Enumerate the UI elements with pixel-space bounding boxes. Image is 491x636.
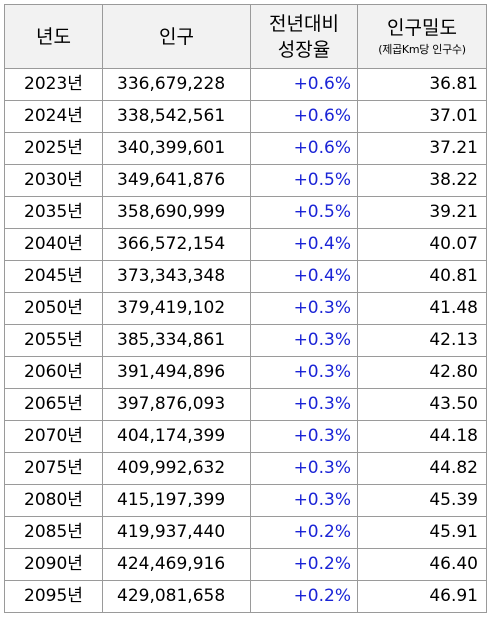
density-cell: 40.07 xyxy=(357,228,487,261)
population-cell: 397,876,093 xyxy=(102,388,251,421)
year-cell: 2060년 xyxy=(4,356,103,389)
table-row: 2075년 409,992,632 +0.3% 44.82 xyxy=(4,452,487,485)
density-cell: 39.21 xyxy=(357,196,487,229)
year-cell: 2023년 xyxy=(4,68,103,101)
year-cell: 2045년 xyxy=(4,260,103,293)
population-cell: 385,334,861 xyxy=(102,324,251,357)
year-cell: 2035년 xyxy=(4,196,103,229)
header-growth-line1: 전년대비 xyxy=(269,12,339,35)
density-cell: 37.21 xyxy=(357,132,487,165)
year-cell: 2025년 xyxy=(4,132,103,165)
header-density-line1: 인구밀도 xyxy=(387,16,457,39)
density-cell: 37.01 xyxy=(357,100,487,133)
year-cell: 2065년 xyxy=(4,388,103,421)
table-row: 2045년 373,343,348 +0.4% 40.81 xyxy=(4,260,487,293)
density-cell: 40.81 xyxy=(357,260,487,293)
density-cell: 44.82 xyxy=(357,452,487,485)
density-cell: 45.91 xyxy=(357,516,487,549)
growth-rate-cell: +0.3% xyxy=(250,484,358,517)
header-growth: 전년대비 성장율 xyxy=(250,4,358,69)
year-cell: 2050년 xyxy=(4,292,103,325)
growth-rate-cell: +0.6% xyxy=(250,68,358,101)
table-row: 2030년 349,641,876 +0.5% 38.22 xyxy=(4,164,487,197)
table-row: 2025년 340,399,601 +0.6% 37.21 xyxy=(4,132,487,165)
population-cell: 415,197,399 xyxy=(102,484,251,517)
density-cell: 46.40 xyxy=(357,548,487,581)
population-cell: 338,542,561 xyxy=(102,100,251,133)
table-row: 2024년 338,542,561 +0.6% 37.01 xyxy=(4,100,487,133)
year-cell: 2024년 xyxy=(4,100,103,133)
table-header: 년도 인구 전년대비 성장율 인구밀도 (제곱Km당 인구수) xyxy=(4,4,487,69)
growth-rate-cell: +0.4% xyxy=(250,260,358,293)
header-population: 인구 xyxy=(102,4,251,69)
growth-rate-cell: +0.6% xyxy=(250,132,358,165)
table-row: 2035년 358,690,999 +0.5% 39.21 xyxy=(4,196,487,229)
density-cell: 45.39 xyxy=(357,484,487,517)
growth-rate-cell: +0.3% xyxy=(250,292,358,325)
year-cell: 2040년 xyxy=(4,228,103,261)
table-row: 2080년 415,197,399 +0.3% 45.39 xyxy=(4,484,487,517)
density-cell: 42.13 xyxy=(357,324,487,357)
population-cell: 340,399,601 xyxy=(102,132,251,165)
header-growth-line2: 성장율 xyxy=(277,38,331,61)
growth-rate-cell: +0.3% xyxy=(250,324,358,357)
table-row: 2095년 429,081,658 +0.2% 46.91 xyxy=(4,580,487,613)
growth-rate-cell: +0.2% xyxy=(250,516,358,549)
population-projection-table: 년도 인구 전년대비 성장율 인구밀도 (제곱Km당 인구수) 2023년 336… xyxy=(4,4,487,613)
year-cell: 2080년 xyxy=(4,484,103,517)
year-cell: 2095년 xyxy=(4,580,103,613)
year-cell: 2085년 xyxy=(4,516,103,549)
growth-rate-cell: +0.3% xyxy=(250,388,358,421)
year-cell: 2070년 xyxy=(4,420,103,453)
population-cell: 366,572,154 xyxy=(102,228,251,261)
density-cell: 43.50 xyxy=(357,388,487,421)
table-row: 2050년 379,419,102 +0.3% 41.48 xyxy=(4,292,487,325)
growth-rate-cell: +0.2% xyxy=(250,548,358,581)
header-density: 인구밀도 (제곱Km당 인구수) xyxy=(357,4,487,69)
population-cell: 336,679,228 xyxy=(102,68,251,101)
population-cell: 379,419,102 xyxy=(102,292,251,325)
table-row: 2040년 366,572,154 +0.4% 40.07 xyxy=(4,228,487,261)
population-cell: 424,469,916 xyxy=(102,548,251,581)
density-cell: 44.18 xyxy=(357,420,487,453)
growth-rate-cell: +0.5% xyxy=(250,196,358,229)
population-cell: 409,992,632 xyxy=(102,452,251,485)
population-cell: 358,690,999 xyxy=(102,196,251,229)
growth-rate-cell: +0.2% xyxy=(250,580,358,613)
density-cell: 38.22 xyxy=(357,164,487,197)
year-cell: 2055년 xyxy=(4,324,103,357)
density-cell: 46.91 xyxy=(357,580,487,613)
table-row: 2060년 391,494,896 +0.3% 42.80 xyxy=(4,356,487,389)
growth-rate-cell: +0.4% xyxy=(250,228,358,261)
year-cell: 2030년 xyxy=(4,164,103,197)
density-cell: 42.80 xyxy=(357,356,487,389)
population-cell: 404,174,399 xyxy=(102,420,251,453)
growth-rate-cell: +0.6% xyxy=(250,100,358,133)
population-cell: 429,081,658 xyxy=(102,580,251,613)
table-body: 2023년 336,679,228 +0.6% 36.81 2024년 338,542,5… xyxy=(4,68,487,613)
header-density-line2: (제곱Km당 인구수) xyxy=(378,42,466,56)
population-table-container: 년도 인구 전년대비 성장율 인구밀도 (제곱Km당 인구수) 2023년 336… xyxy=(4,4,487,613)
density-cell: 41.48 xyxy=(357,292,487,325)
header-row: 년도 인구 전년대비 성장율 인구밀도 (제곱Km당 인구수) xyxy=(4,4,487,69)
growth-rate-cell: +0.3% xyxy=(250,452,358,485)
growth-rate-cell: +0.3% xyxy=(250,420,358,453)
growth-rate-cell: +0.3% xyxy=(250,356,358,389)
table-row: 2065년 397,876,093 +0.3% 43.50 xyxy=(4,388,487,421)
table-row: 2090년 424,469,916 +0.2% 46.40 xyxy=(4,548,487,581)
table-row: 2055년 385,334,861 +0.3% 42.13 xyxy=(4,324,487,357)
year-cell: 2090년 xyxy=(4,548,103,581)
population-cell: 391,494,896 xyxy=(102,356,251,389)
growth-rate-cell: +0.5% xyxy=(250,164,358,197)
year-cell: 2075년 xyxy=(4,452,103,485)
table-row: 2023년 336,679,228 +0.6% 36.81 xyxy=(4,68,487,101)
table-row: 2085년 419,937,440 +0.2% 45.91 xyxy=(4,516,487,549)
table-row: 2070년 404,174,399 +0.3% 44.18 xyxy=(4,420,487,453)
population-cell: 419,937,440 xyxy=(102,516,251,549)
population-cell: 373,343,348 xyxy=(102,260,251,293)
density-cell: 36.81 xyxy=(357,68,487,101)
population-cell: 349,641,876 xyxy=(102,164,251,197)
header-year: 년도 xyxy=(4,4,103,69)
